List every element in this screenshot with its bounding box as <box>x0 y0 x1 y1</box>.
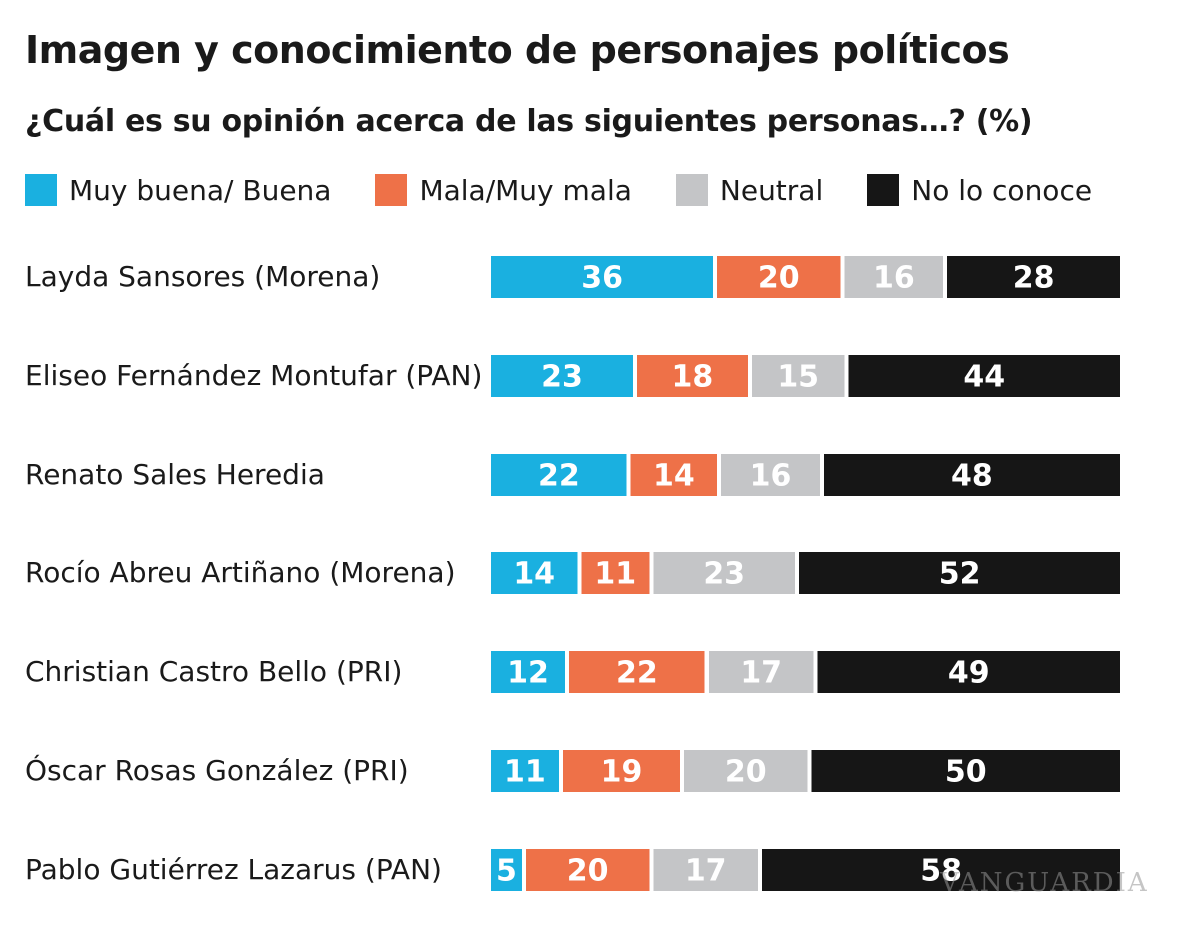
bar-segment-layda-sansores-morena-mala-muy-mala <box>717 256 841 298</box>
row-label-pablo-gutierrez-lazarus-pan: Pablo Gutiérrez Lazarus (PAN) <box>25 853 442 886</box>
data-label-christian-castro-bello-pri-neutral: 17 <box>740 656 782 691</box>
bar-segment-christian-castro-bello-pri-mala-muy-mala <box>569 651 705 693</box>
legend-swatch-neutral <box>675 174 708 206</box>
data-label-rocio-abreu-artinano-morena-no-lo-conoce: 52 <box>939 557 981 592</box>
chart-subtitle: ¿Cuál es su opinión acerca de las siguie… <box>25 104 1033 139</box>
legend-label-muy-buena: Muy buena/ Buena <box>69 173 332 207</box>
row-label-rocio-abreu-artinano-morena: Rocío Abreu Artiñano (Morena) <box>25 556 456 589</box>
bar-segment-oscar-rosas-gonzalez-pri-neutral <box>684 750 808 792</box>
bar-segment-oscar-rosas-gonzalez-pri-no-lo-conoce <box>811 750 1120 792</box>
legend-swatch-muy-buena <box>25 174 57 206</box>
data-label-eliseo-fernandez-montufar-pan-neutral: 15 <box>777 360 819 395</box>
bar-segment-eliseo-fernandez-montufar-pan-no-lo-conoce <box>848 355 1120 397</box>
row-label-christian-castro-bello-pri: Christian Castro Bello (PRI) <box>25 655 403 688</box>
bar-segment-christian-castro-bello-pri-no-lo-conoce <box>817 651 1120 693</box>
data-label-eliseo-fernandez-montufar-pan-muy-buena-buena: 23 <box>541 360 583 395</box>
chart-title: Imagen y conocimiento de personajes polí… <box>25 28 1010 72</box>
legend-label-mala: Mala/Muy mala <box>419 173 632 207</box>
bar-segment-eliseo-fernandez-montufar-pan-mala-muy-mala <box>636 355 748 397</box>
legend-swatch-no-lo-conoce <box>867 174 900 206</box>
bar-segment-pablo-gutierrez-lazarus-pan-neutral <box>653 849 759 891</box>
row-label-eliseo-fernandez-montufar-pan: Eliseo Fernández Montufar (PAN) <box>25 359 483 392</box>
data-label-oscar-rosas-gonzalez-pri-no-lo-conoce: 50 <box>945 755 987 790</box>
bar-segment-renato-sales-heredia-neutral <box>721 454 820 496</box>
data-label-eliseo-fernandez-montufar-pan-no-lo-conoce: 44 <box>963 360 1005 395</box>
data-label-rocio-abreu-artinano-morena-mala-muy-mala: 11 <box>594 557 636 592</box>
bar-segment-layda-sansores-morena-neutral <box>844 256 944 298</box>
data-label-eliseo-fernandez-montufar-pan-mala-muy-mala: 18 <box>672 360 714 395</box>
bar-segment-eliseo-fernandez-montufar-pan-neutral <box>752 355 845 397</box>
bar-segment-rocio-abreu-artinano-morena-neutral <box>653 552 796 594</box>
data-label-oscar-rosas-gonzalez-pri-mala-muy-mala: 19 <box>601 755 643 790</box>
bar-segment-christian-castro-bello-pri-neutral <box>708 651 814 693</box>
bar-segment-rocio-abreu-artinano-morena-no-lo-conoce <box>799 552 1120 594</box>
data-label-renato-sales-heredia-muy-buena-buena: 22 <box>538 459 580 494</box>
data-label-rocio-abreu-artinano-morena-muy-buena-buena: 14 <box>513 557 555 592</box>
legend-item-muy-buena: Muy buena/ Buena <box>25 174 331 207</box>
bar-segment-oscar-rosas-gonzalez-pri-muy-buena-buena <box>491 750 559 792</box>
data-label-layda-sansores-morena-neutral: 16 <box>873 261 915 296</box>
legend-label-neutral: Neutral <box>719 173 824 207</box>
bar-segment-rocio-abreu-artinano-morena-mala-muy-mala <box>581 552 650 594</box>
bar-segment-layda-sansores-morena-no-lo-conoce <box>947 256 1120 298</box>
legend-label-no-lo-conoce: No lo conoce <box>911 173 1093 207</box>
bar-segment-rocio-abreu-artinano-morena-muy-buena-buena <box>491 552 578 594</box>
data-label-layda-sansores-morena-mala-muy-mala: 20 <box>758 261 800 296</box>
legend-item-no-lo-conoce: No lo conoce <box>867 174 1092 207</box>
row-label-layda-sansores-morena: Layda Sansores (Morena) <box>25 260 381 293</box>
bar-segment-eliseo-fernandez-montufar-pan-muy-buena-buena <box>491 355 633 397</box>
data-label-pablo-gutierrez-lazarus-pan-no-lo-conoce: 58 <box>920 854 962 889</box>
chart-legend: Muy buena/ Buena Mala/Muy mala Neutral N… <box>25 170 1136 210</box>
data-label-renato-sales-heredia-neutral: 16 <box>750 459 792 494</box>
bar-segment-oscar-rosas-gonzalez-pri-mala-muy-mala <box>562 750 681 792</box>
row-label-renato-sales-heredia: Renato Sales Heredia <box>25 458 325 491</box>
data-label-pablo-gutierrez-lazarus-pan-muy-buena-buena: 5 <box>496 854 517 889</box>
data-label-renato-sales-heredia-no-lo-conoce: 48 <box>951 459 993 494</box>
data-label-pablo-gutierrez-lazarus-pan-mala-muy-mala: 20 <box>567 854 609 889</box>
bar-segment-renato-sales-heredia-muy-buena-buena <box>491 454 627 496</box>
data-label-rocio-abreu-artinano-morena-neutral: 23 <box>703 557 745 592</box>
data-label-oscar-rosas-gonzalez-pri-neutral: 20 <box>725 755 767 790</box>
data-label-oscar-rosas-gonzalez-pri-muy-buena-buena: 11 <box>504 755 546 790</box>
bar-segment-pablo-gutierrez-lazarus-pan-no-lo-conoce <box>762 849 1120 891</box>
legend-item-neutral: Neutral <box>675 173 824 207</box>
data-label-layda-sansores-morena-muy-buena-buena: 36 <box>581 261 623 296</box>
watermark-logo: VANGUARDIA <box>940 868 1149 898</box>
bar-segment-layda-sansores-morena-muy-buena-buena <box>491 256 714 298</box>
bar-segment-renato-sales-heredia-mala-muy-mala <box>630 454 718 496</box>
row-label-oscar-rosas-gonzalez-pri: Óscar Rosas González (PRI) <box>25 754 409 787</box>
bar-segment-pablo-gutierrez-lazarus-pan-mala-muy-mala <box>525 849 650 891</box>
data-label-renato-sales-heredia-mala-muy-mala: 14 <box>653 459 695 494</box>
data-label-christian-castro-bello-pri-no-lo-conoce: 49 <box>948 656 990 691</box>
legend-swatch-mala <box>375 174 408 206</box>
bar-segment-renato-sales-heredia-no-lo-conoce <box>823 454 1120 496</box>
data-label-layda-sansores-morena-no-lo-conoce: 28 <box>1013 261 1055 296</box>
bar-segment-pablo-gutierrez-lazarus-pan-muy-buena-buena <box>491 849 522 891</box>
data-label-christian-castro-bello-pri-muy-buena-buena: 12 <box>507 656 549 691</box>
data-label-pablo-gutierrez-lazarus-pan-neutral: 17 <box>685 854 727 889</box>
bar-segment-christian-castro-bello-pri-muy-buena-buena <box>491 651 565 693</box>
data-label-christian-castro-bello-pri-mala-muy-mala: 22 <box>616 656 658 691</box>
legend-item-mala: Mala/Muy mala <box>375 173 632 207</box>
